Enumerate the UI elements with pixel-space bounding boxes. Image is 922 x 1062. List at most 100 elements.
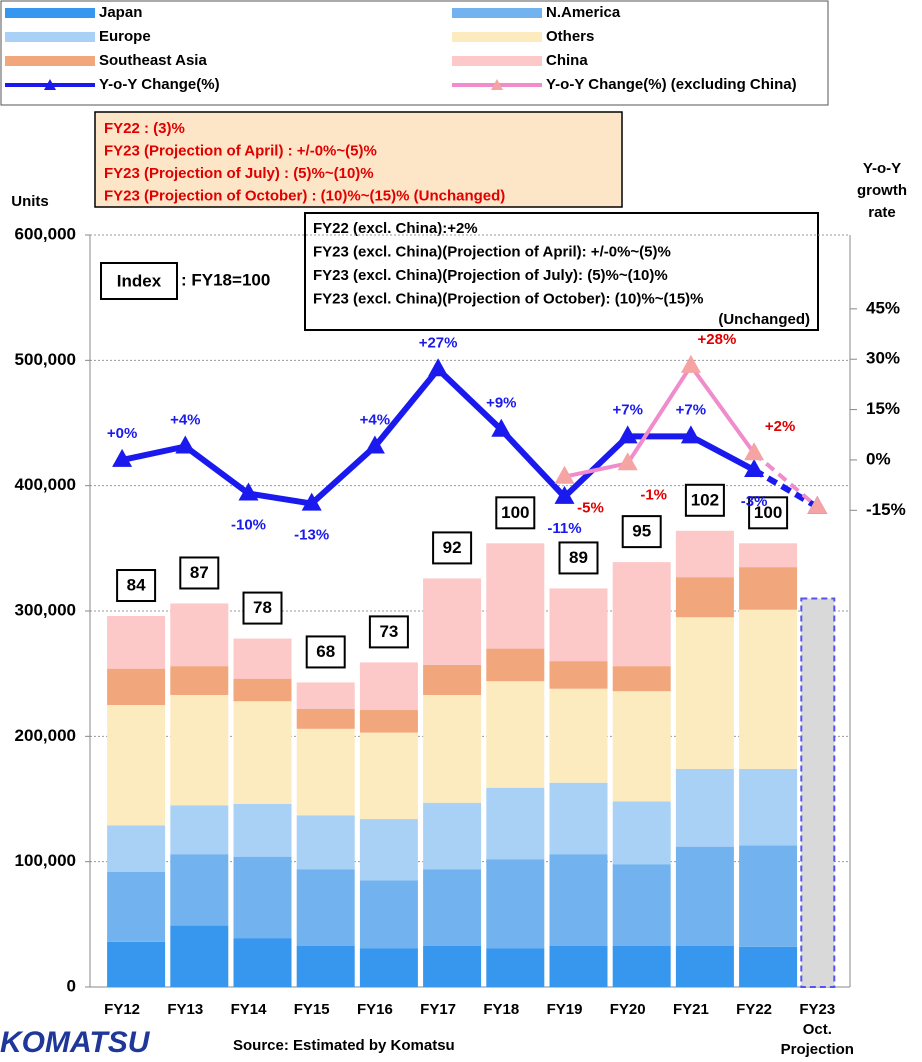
index-label: 89 xyxy=(569,548,588,567)
bar-segment xyxy=(296,869,355,946)
bar-segment xyxy=(486,681,545,788)
bar-segment xyxy=(549,688,608,783)
line-projection xyxy=(752,467,819,510)
legend-marker xyxy=(491,79,503,90)
bar-segment xyxy=(675,945,734,987)
bar-segment xyxy=(296,708,355,729)
bar-segment xyxy=(549,661,608,689)
x-tick-label: FY14 xyxy=(230,1001,267,1018)
bar-segment xyxy=(170,925,229,987)
data-label: +7% xyxy=(676,401,706,418)
bar-segment xyxy=(233,701,292,805)
y2-tick-label: 0% xyxy=(866,449,891,468)
note-line: FY23 (Projection of April) : +/-0%~(5)% xyxy=(104,142,377,159)
bar-segment xyxy=(549,782,608,855)
bar-segment xyxy=(296,728,355,816)
bar-segment xyxy=(423,945,482,987)
data-label: +28% xyxy=(698,331,737,348)
bar-segment xyxy=(612,666,671,692)
legend-label: N.America xyxy=(546,4,621,21)
legend-swatch xyxy=(5,56,95,66)
bar-segment xyxy=(675,846,734,946)
index-label: 92 xyxy=(443,538,462,557)
line xyxy=(121,366,756,507)
index-label: 78 xyxy=(253,598,272,617)
data-label: +4% xyxy=(170,411,200,428)
note-line: FY23 (excl. China)(Projection of October… xyxy=(313,290,704,307)
index-label: 102 xyxy=(691,490,719,509)
bar-segment xyxy=(233,804,292,857)
x-tick-label: FY12 xyxy=(104,1001,141,1018)
bar-segment xyxy=(233,856,292,939)
data-label: -13% xyxy=(294,527,329,544)
marker xyxy=(301,492,322,511)
x-tick-label: FY21 xyxy=(672,1001,709,1018)
bar-segment xyxy=(359,732,418,820)
data-label: +27% xyxy=(419,334,458,351)
note-line: (Unchanged) xyxy=(718,311,810,328)
index-label: 87 xyxy=(190,563,209,582)
x-tick-label: FY18 xyxy=(483,1001,520,1018)
index-box xyxy=(495,496,536,530)
bar-segment xyxy=(486,543,545,649)
index-box xyxy=(432,531,473,565)
bar-segment xyxy=(739,768,798,846)
bar-segment xyxy=(612,945,671,987)
index-label: 68 xyxy=(316,642,335,661)
x-tick-label: FY17 xyxy=(420,1001,457,1018)
legend-label: Y-o-Y Change(%) xyxy=(99,76,220,93)
marker xyxy=(617,425,638,444)
y2-axis-label: Y-o-Y growth rate xyxy=(857,160,907,221)
x-tick-label: FY13 xyxy=(167,1001,204,1018)
x-tick-label: FY20 xyxy=(609,1001,646,1018)
bar-segment xyxy=(675,577,734,618)
marker xyxy=(364,435,385,454)
x-tick-label: FY23 Oct. Projection xyxy=(780,1001,854,1058)
y-tick-label: 500,000 xyxy=(15,350,76,369)
note-box xyxy=(304,212,819,331)
data-label: -10% xyxy=(231,516,266,533)
index-label: 100 xyxy=(501,503,529,522)
bar-segment xyxy=(170,666,229,695)
index-box xyxy=(100,262,178,300)
legend-label: China xyxy=(546,52,588,69)
bar-segment xyxy=(486,948,545,987)
bar-segment xyxy=(359,880,418,949)
note-line: FY22 : (3)% xyxy=(104,120,185,137)
bar-segment xyxy=(107,871,166,942)
data-label: +0% xyxy=(107,425,137,442)
marker xyxy=(680,354,701,373)
marker xyxy=(744,459,765,477)
bar-segment xyxy=(549,588,608,662)
y-tick-label: 300,000 xyxy=(15,600,76,619)
marker xyxy=(428,358,449,377)
bar-segment xyxy=(423,578,482,665)
bar-segment xyxy=(675,617,734,769)
bar-segment xyxy=(107,941,166,987)
index-label: 73 xyxy=(379,622,398,641)
data-label: +9% xyxy=(486,395,516,412)
bar-segment xyxy=(359,948,418,987)
bar-segment xyxy=(170,805,229,855)
bar-segment xyxy=(233,638,292,679)
y-tick-label: 0 xyxy=(67,976,76,995)
bar-segment xyxy=(170,854,229,926)
bar-segment xyxy=(423,664,482,695)
bar-segment xyxy=(739,543,798,568)
bar-segment xyxy=(296,945,355,987)
bar-segment xyxy=(612,864,671,946)
y-tick-label: 200,000 xyxy=(15,726,76,745)
index-box xyxy=(621,515,662,549)
bar-segment xyxy=(107,825,166,872)
bar-segment xyxy=(549,945,608,987)
bar-segment xyxy=(486,648,545,682)
y2-tick-label: 15% xyxy=(866,399,900,418)
legend-swatch xyxy=(452,32,542,42)
bar-segment xyxy=(486,859,545,949)
index-label: 84 xyxy=(127,575,146,594)
index-box xyxy=(558,541,599,575)
y-tick-label: 600,000 xyxy=(15,224,76,243)
y2-tick-label: 45% xyxy=(866,298,900,317)
bar-segment xyxy=(739,567,798,610)
